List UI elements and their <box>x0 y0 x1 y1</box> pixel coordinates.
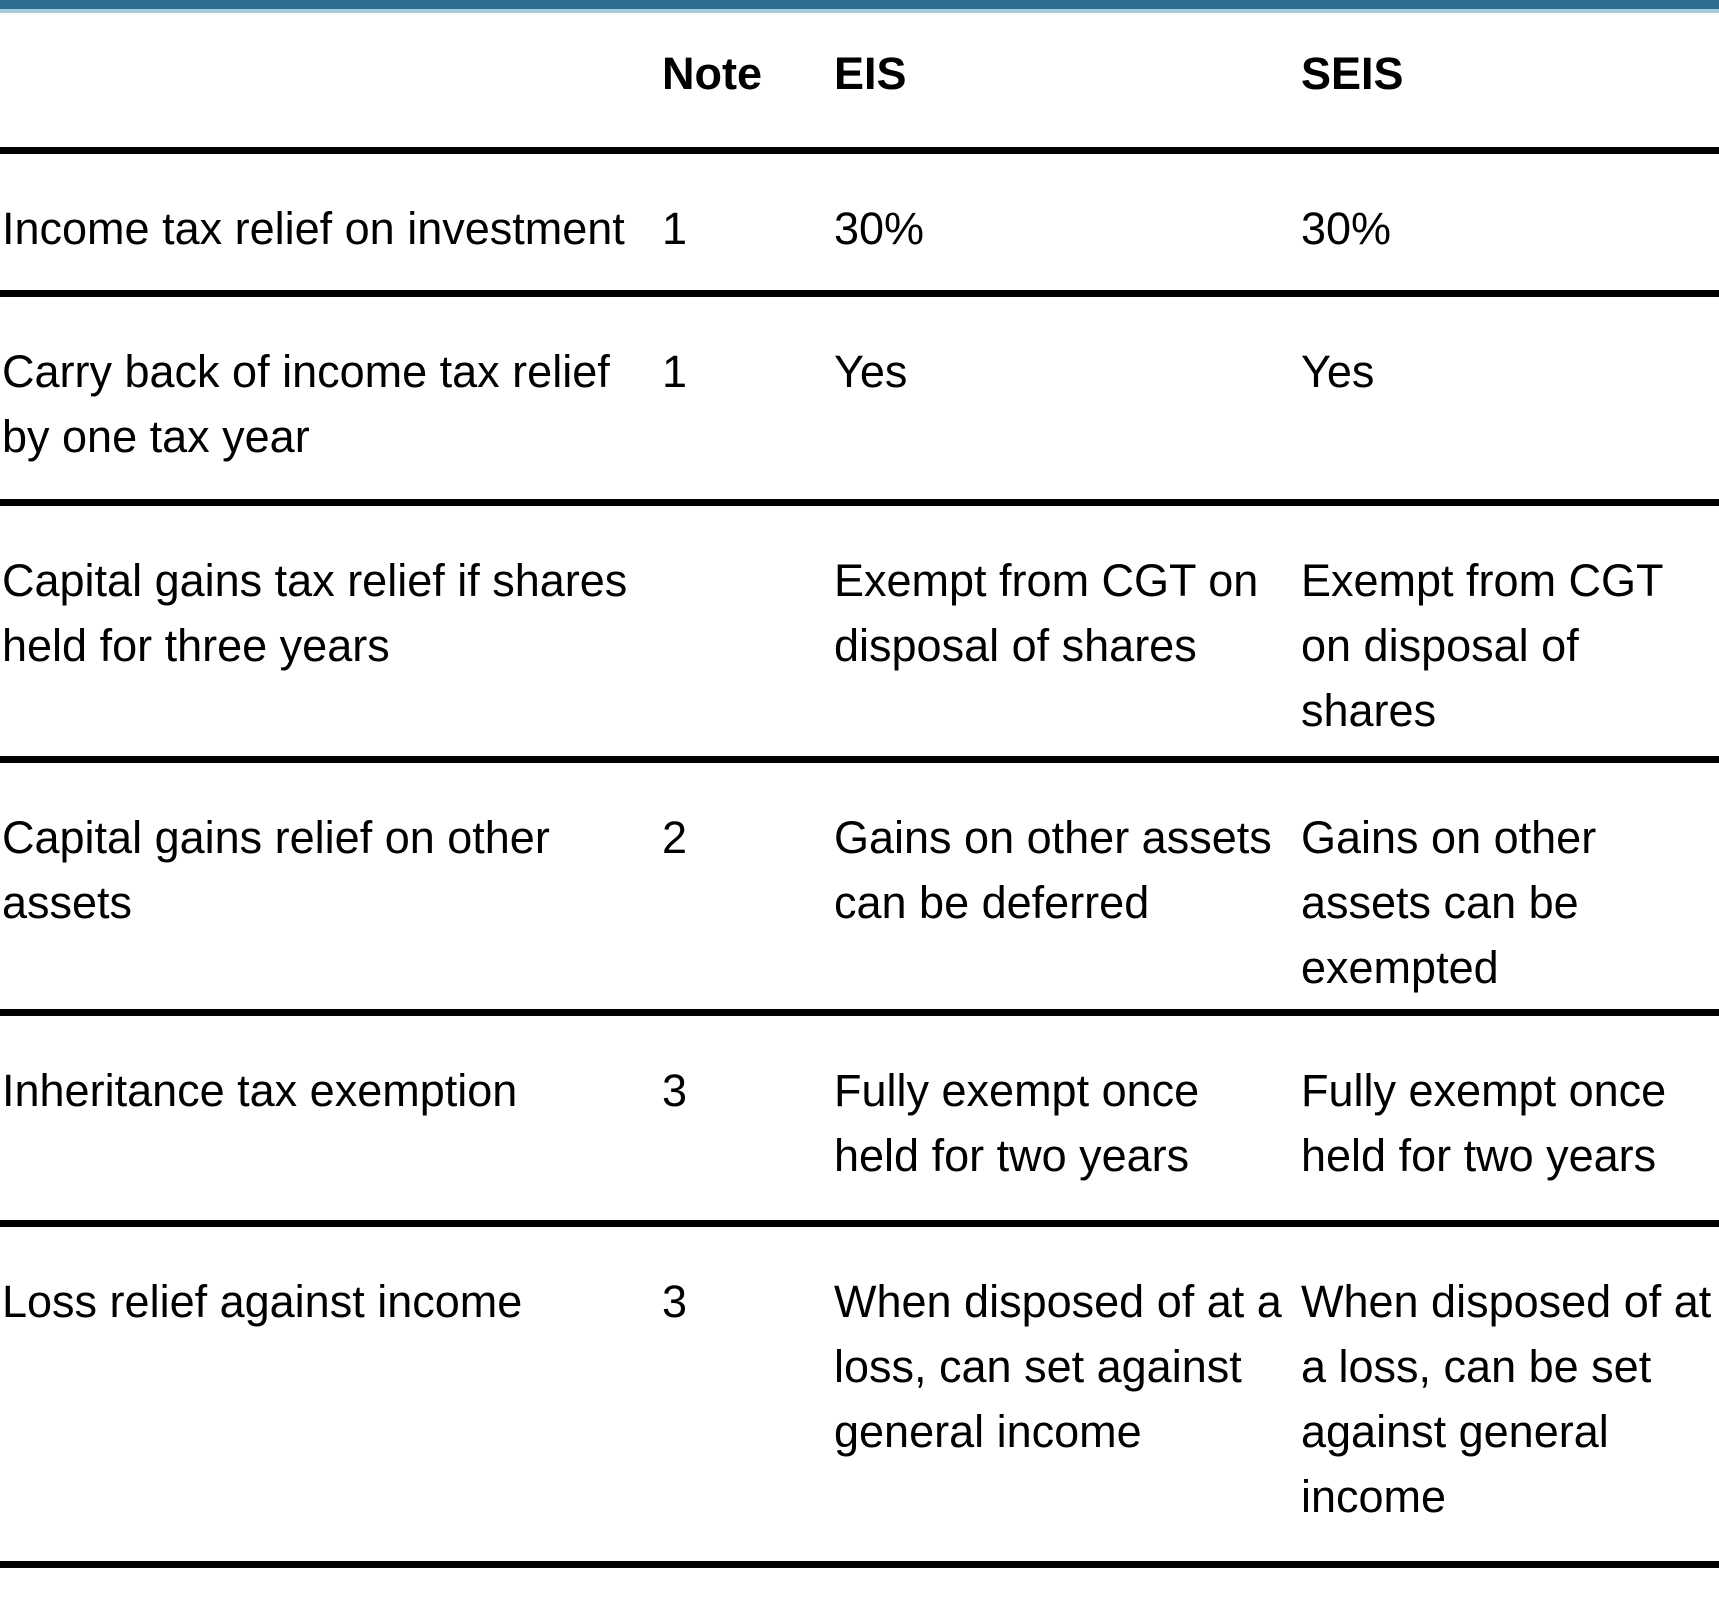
seis-cell: 30% <box>1301 202 1392 254</box>
table-row-cgt-relief-shares: Capital gains tax relief if shares held … <box>0 502 1719 759</box>
header-note: Note <box>662 48 762 99</box>
note-cell: 1 <box>662 202 688 254</box>
seis-cell: When disposed of at a loss, can be set a… <box>1301 1275 1712 1522</box>
row-label-cell: Capital gains relief on other assets <box>2 811 550 928</box>
eis-cell: Fully exempt once held for two years <box>834 1064 1200 1181</box>
seis-cell: Gains on other assets can be exempted <box>1301 811 1597 993</box>
eis-cell: When disposed of at a loss, can set agai… <box>834 1275 1282 1457</box>
row-label-cell: Income tax relief on investment <box>2 202 625 254</box>
header-seis: SEIS <box>1301 48 1404 99</box>
note-cell: 3 <box>662 1064 688 1116</box>
table-row-carry-back: Carry back of income tax relief by one t… <box>0 293 1719 502</box>
table-row-inheritance-tax: Inheritance tax exemption 3 Fully exempt… <box>0 1012 1719 1223</box>
eis-cell: Exempt from CGT on disposal of shares <box>834 554 1259 671</box>
table-row-cgt-relief-other-assets: Capital gains relief on other assets 2 G… <box>0 759 1719 1012</box>
eis-cell: Yes <box>834 345 908 397</box>
seis-cell: Exempt from CGT on disposal of shares <box>1301 554 1664 736</box>
note-cell: 2 <box>662 811 688 863</box>
seis-cell: Yes <box>1301 345 1375 397</box>
header-row: Note EIS SEIS <box>0 13 1719 150</box>
row-label-cell: Inheritance tax exemption <box>2 1064 518 1116</box>
row-label-cell: Carry back of income tax relief by one t… <box>2 345 610 462</box>
seis-cell: Fully exempt once held for two years <box>1301 1064 1667 1181</box>
table-row-income-tax-relief: Income tax relief on investment 1 30% 30… <box>0 150 1719 293</box>
top-accent-bar-highlight <box>0 9 1719 13</box>
eis-cell: 30% <box>834 202 925 254</box>
row-label-cell: Capital gains tax relief if shares held … <box>2 554 628 671</box>
eis-seis-comparison-table: Note EIS SEIS Income tax relief on inves… <box>0 13 1719 1568</box>
table-row-loss-relief: Loss relief against income 3 When dispos… <box>0 1223 1719 1564</box>
row-label-cell: Loss relief against income <box>2 1275 523 1327</box>
eis-cell: Gains on other assets can be deferred <box>834 811 1272 928</box>
header-eis: EIS <box>834 48 907 99</box>
note-cell: 3 <box>662 1275 688 1327</box>
note-cell: 1 <box>662 345 688 397</box>
header-blank <box>0 13 662 150</box>
note-cell <box>662 502 834 759</box>
top-accent-bar <box>0 0 1719 9</box>
